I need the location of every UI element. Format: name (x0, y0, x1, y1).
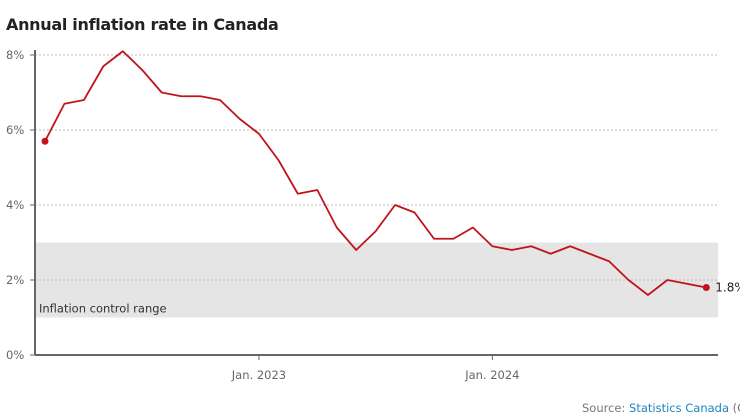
source-note: Source: Statistics Canada (CBC (582, 401, 740, 415)
y-tick-label: 2% (6, 273, 24, 287)
data-point (41, 137, 49, 145)
y-tick-label: 8% (6, 48, 24, 62)
x-tick-label: Jan. 2024 (464, 368, 519, 382)
data-point (702, 284, 710, 291)
source-link[interactable]: Statistics Canada (629, 401, 730, 415)
chart-title: Annual inflation rate in Canada (6, 15, 279, 34)
y-tick-label: 6% (6, 123, 24, 137)
source-suffix: (CBC (732, 401, 740, 415)
x-tick-label: Jan. 2023 (231, 368, 286, 382)
series-line (44, 50, 707, 296)
end-value-label: 1.8% (715, 281, 740, 295)
control-range-label: Inflation control range (39, 302, 167, 316)
y-tick-label: 4% (6, 198, 24, 212)
source-prefix: Source: (582, 401, 630, 415)
y-tick-label: 0% (6, 348, 24, 362)
